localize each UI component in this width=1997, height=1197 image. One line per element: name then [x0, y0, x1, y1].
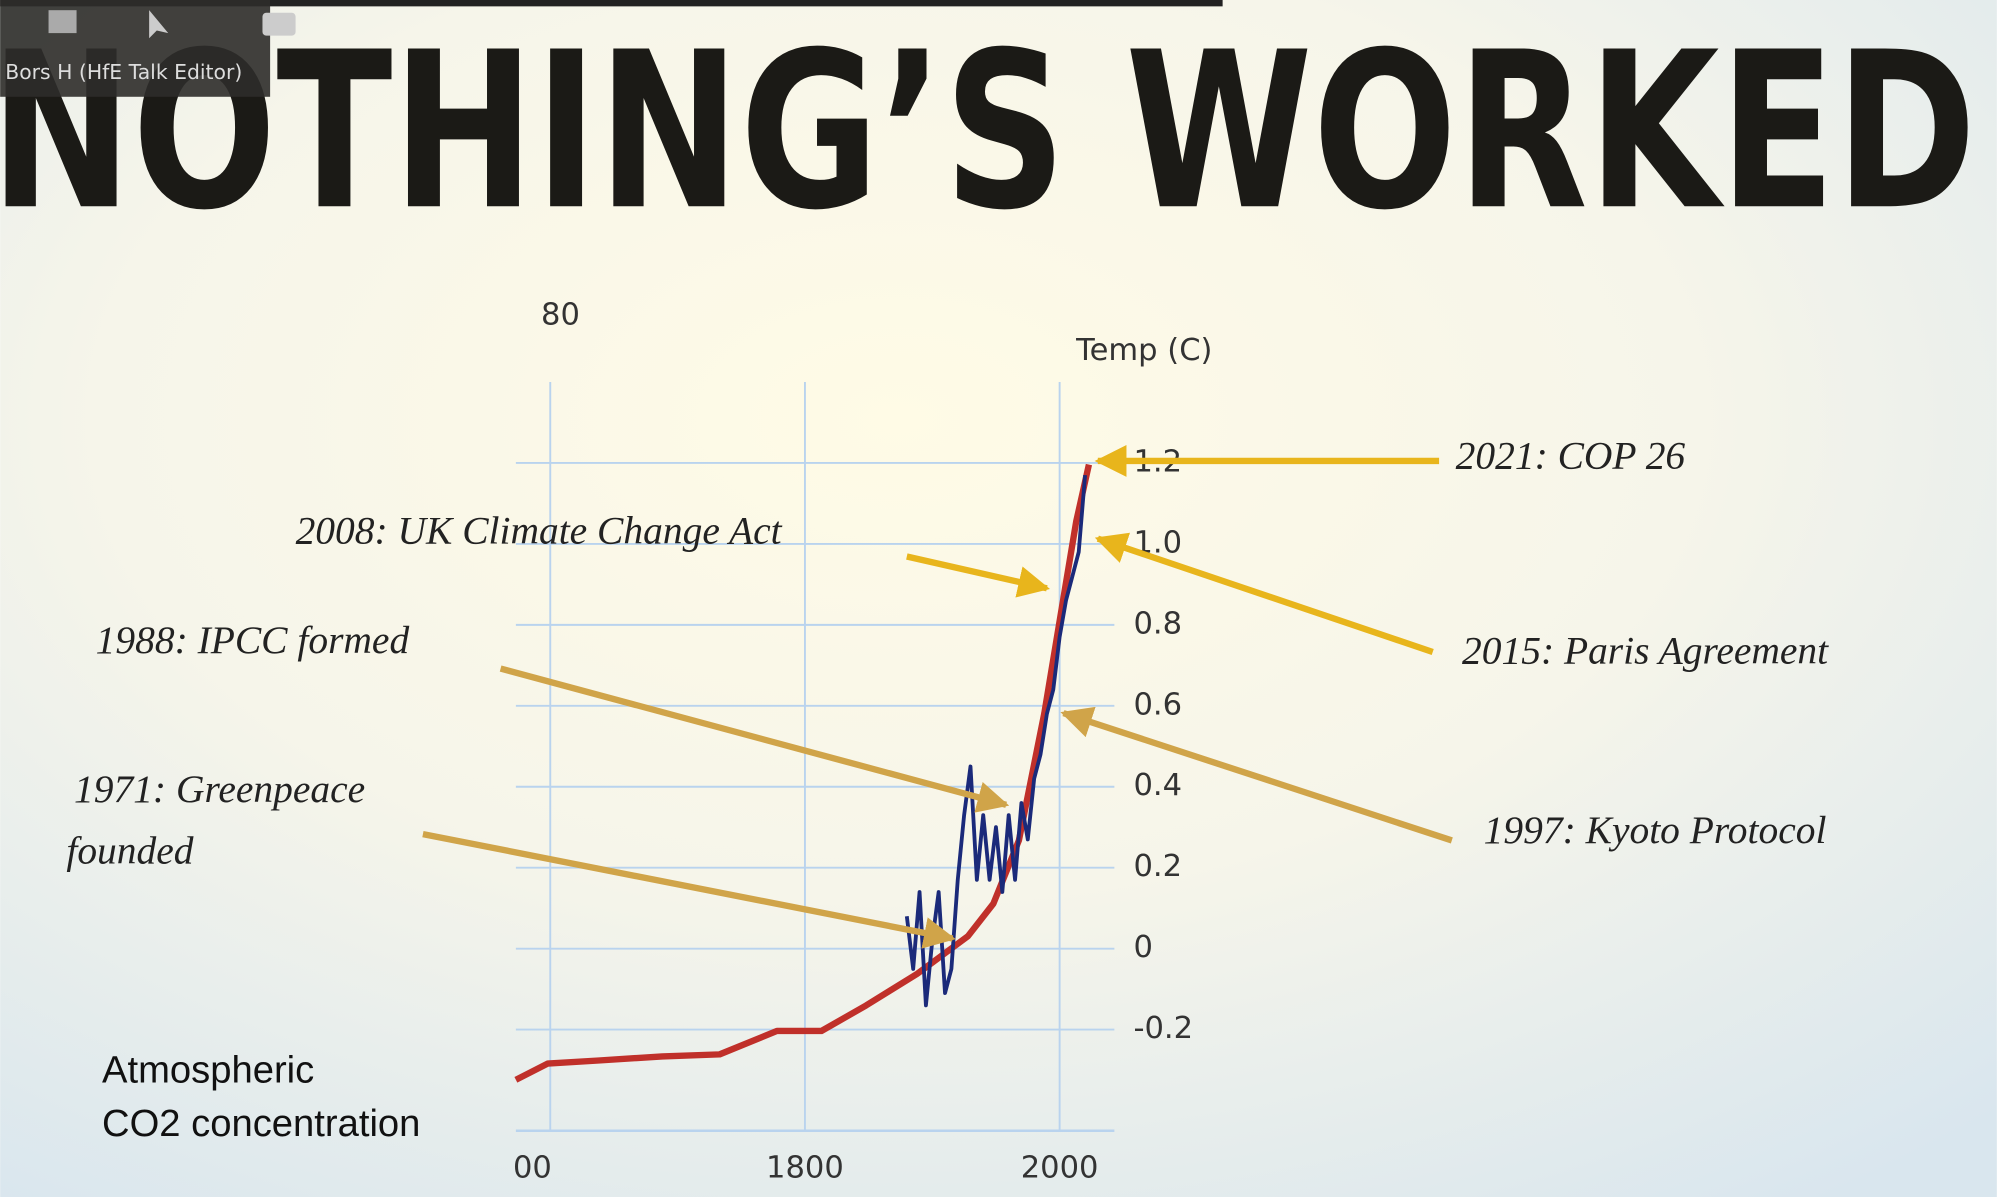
y-axis-title: Atmospheric [102, 1048, 314, 1091]
annotation-arrow [422, 830, 956, 949]
pointer-icon[interactable] [149, 10, 169, 39]
annotation-text: founded [66, 828, 193, 872]
chat-icon[interactable] [262, 12, 296, 36]
y2-tick-label: 0.8 [1133, 606, 1182, 641]
window-header [0, 0, 271, 97]
y2-axis-title: Temp (C) [1075, 333, 1212, 368]
annotation-text: 2008: UK Climate Change Act [296, 509, 783, 553]
window-label: Bors H (HfE Talk Editor) [5, 60, 242, 84]
y2-tick-label: 0.4 [1133, 768, 1182, 803]
x-tick-label: 2000 [1021, 1150, 1099, 1185]
y2-tick-label: 0 [1133, 930, 1152, 965]
y-axis-title: CO2 concentration [102, 1102, 420, 1145]
annotation-text: 2021: COP 26 [1456, 434, 1686, 478]
annotation-text: 1997: Kyoto Protocol [1484, 808, 1827, 852]
annotation-arrow [499, 665, 1010, 813]
x-tick-label: 00 [513, 1150, 552, 1185]
chart: -0.200.20.40.60.81.01.200 1800 200080Temp … [66, 297, 1829, 1185]
annotation-arrow [1060, 706, 1453, 844]
annotation-arrow [906, 553, 1050, 598]
annotation-text: 1988: IPCC formed [96, 618, 410, 662]
top-strip [0, 0, 1223, 7]
x-tick-label: 1800 [766, 1150, 844, 1185]
co2-line [514, 463, 1093, 1083]
y2-tick-label: 0.2 [1133, 849, 1182, 884]
temperature-line [904, 474, 1087, 1008]
annotation-text: 2015: Paris Agreement [1462, 628, 1829, 672]
y2-tick-label: -0.2 [1133, 1011, 1193, 1046]
annotation-arrow [1094, 532, 1434, 655]
y2-tick-label: 0.6 [1133, 687, 1182, 722]
grid-icon[interactable] [48, 10, 77, 34]
y-tick-label: 80 [541, 297, 580, 332]
slide-title: NOTHING’S WORKED [0, 6, 1976, 258]
annotation-text: 1971: Greenpeace [74, 767, 365, 811]
